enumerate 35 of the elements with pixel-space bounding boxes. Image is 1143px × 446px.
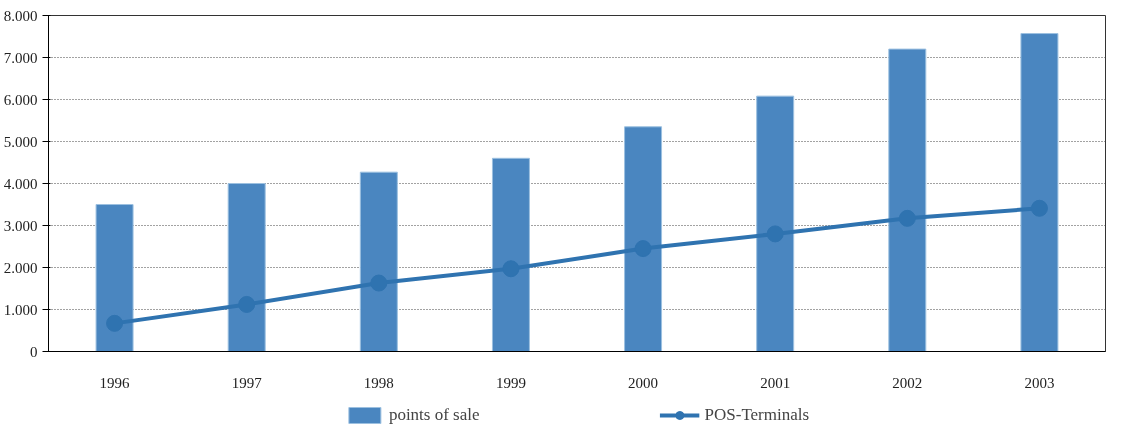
- y-tick-label: 1.000: [3, 301, 38, 318]
- y-tick-label: 7.000: [3, 49, 38, 66]
- point: [502, 260, 520, 278]
- y-tick-label: 6.000: [3, 91, 38, 108]
- bar: [359, 171, 398, 352]
- point: [238, 295, 256, 313]
- bar: [1020, 33, 1059, 352]
- bar: [888, 48, 927, 352]
- bar: [491, 157, 530, 352]
- point: [370, 274, 388, 292]
- y-tick-label: 3.000: [3, 217, 38, 234]
- bar: [756, 95, 795, 352]
- legend-label: points of sale: [388, 405, 480, 425]
- x-tick-label: 1998: [363, 374, 394, 391]
- point: [898, 209, 916, 227]
- x-tick-label: 1997: [231, 374, 263, 391]
- y-tick-label: 8.000: [3, 7, 38, 24]
- y-tick-label: 5.000: [3, 133, 38, 150]
- point: [1030, 199, 1048, 217]
- y-tick-label: 0: [30, 343, 38, 360]
- point: [766, 225, 784, 243]
- bar: [624, 126, 663, 352]
- point: [634, 240, 652, 258]
- x-tick-label: 1996: [99, 374, 131, 391]
- x-tick-label: 1999: [495, 374, 526, 391]
- point: [106, 314, 124, 332]
- x-tick-label: 2000: [628, 374, 659, 391]
- y-tick-label: 4.000: [3, 175, 38, 192]
- x-tick-label: 2003: [1024, 374, 1055, 391]
- x-tick-label: 2001: [760, 374, 791, 391]
- x-tick-label: 2002: [892, 374, 923, 391]
- bar: [95, 204, 134, 352]
- y-tick-label: 2.000: [3, 259, 38, 276]
- bar: [227, 183, 266, 352]
- legend-label: POS-Terminals: [704, 405, 810, 425]
